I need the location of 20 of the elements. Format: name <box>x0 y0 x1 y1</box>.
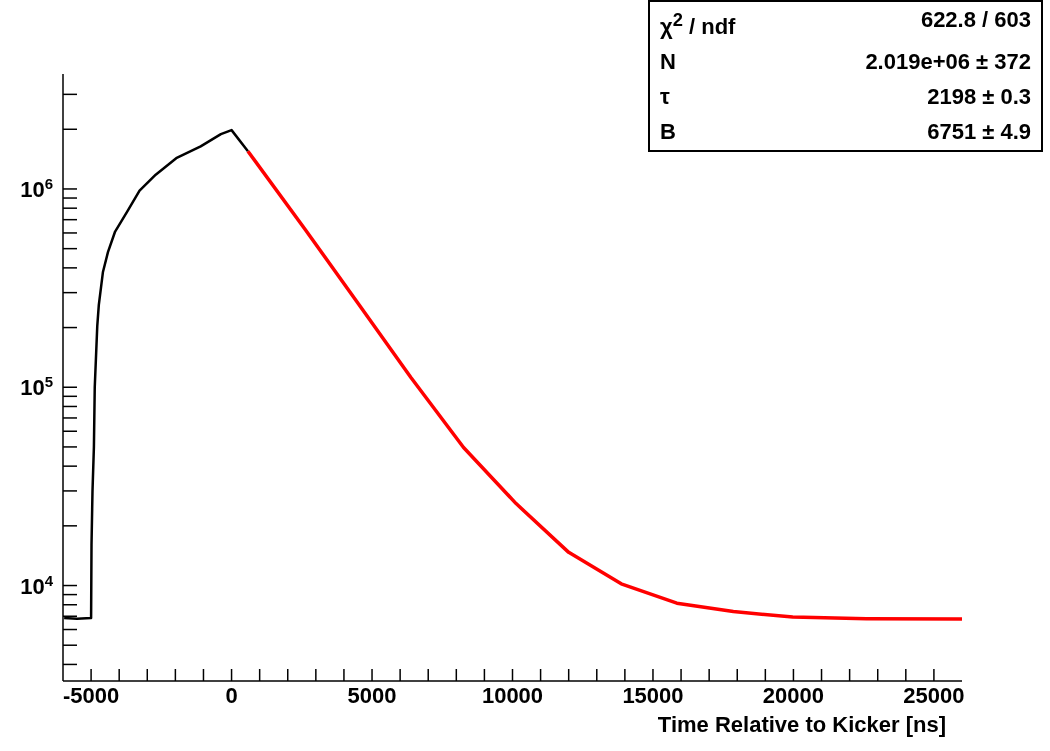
annotation: 2.019e+06 ± 372 <box>865 49 1031 76</box>
annotation: 6751 ± 4.9 <box>927 119 1031 146</box>
annotation: 2198 ± 0.3 <box>927 84 1031 111</box>
annotation: τ <box>660 84 670 111</box>
x-tick-label: -5000 <box>62 683 120 708</box>
x-tick-label: 20000 <box>762 683 825 708</box>
x-tick-label: 25000 <box>903 683 965 708</box>
annotation: N <box>660 49 676 76</box>
line-series <box>246 149 962 621</box>
y-tick-label: 10$^{5}$ <box>20 372 53 401</box>
y-tick-label: 10$^{6}$ <box>20 174 53 202</box>
x-tick-label: 5000 <box>347 683 397 708</box>
annotation: B <box>660 119 676 146</box>
text: 622.8 / 603 <box>920 6 1031 34</box>
x-tick-label: 0 <box>225 683 238 708</box>
x-tick-label: 10000 <box>481 683 544 708</box>
text: χ$^{2}$ / ndf <box>660 7 736 40</box>
x-axis-title: Time Relative to Kicker [ns] <box>656 712 946 738</box>
x-tick-label: 15000 <box>622 683 684 708</box>
y-tick-label: 10$^{4}$ <box>20 571 54 599</box>
